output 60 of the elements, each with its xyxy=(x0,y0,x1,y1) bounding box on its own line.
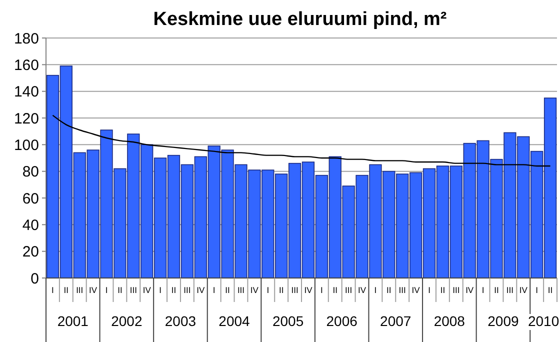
x-tick-label: IV xyxy=(89,285,98,295)
x-tick-label: II xyxy=(332,285,338,295)
y-tick-label: 80 xyxy=(22,164,39,181)
y-tick-label: 20 xyxy=(22,244,39,261)
x-tick-label: I xyxy=(374,285,377,295)
y-tick-label: 160 xyxy=(14,56,39,74)
x-tick-label: III xyxy=(291,285,298,295)
x-tick-label: I xyxy=(428,285,430,295)
y-tick-label: 120 xyxy=(14,110,39,128)
x-tick-label: III xyxy=(76,285,84,295)
x-tick-label: III xyxy=(184,285,191,295)
y-tick-label: 140 xyxy=(14,84,39,101)
x-tick-label: I xyxy=(212,285,216,295)
x-tick-label: III xyxy=(130,285,137,295)
x-tick-label: IV xyxy=(250,285,259,295)
text: 2010 xyxy=(528,313,560,329)
chart-title: Keskmine uue eluruumi pind, m² xyxy=(153,9,447,30)
x-tick-label: III xyxy=(345,285,352,295)
x-tick-label: II xyxy=(64,285,69,295)
x-tick-label: II xyxy=(278,285,284,295)
y-tick-label: 180 xyxy=(14,30,39,48)
x-tick-label: I xyxy=(52,285,54,295)
x-tick-label: IV xyxy=(196,285,205,295)
x-tick-label: II xyxy=(225,285,230,295)
text: 2009 xyxy=(488,313,519,329)
x-tick-label: IV xyxy=(142,285,152,295)
x-tick-label: II xyxy=(440,285,446,295)
x-tick-label: II xyxy=(494,285,499,295)
text: 2005 xyxy=(272,313,304,329)
x-tick-label: I xyxy=(482,285,484,295)
y-tick-label: 0 xyxy=(30,270,39,288)
x-tick-label: II xyxy=(386,285,392,295)
x-tick-label: II xyxy=(171,285,176,295)
x-tick-label: IV xyxy=(519,285,528,295)
text: 2008 xyxy=(434,313,466,329)
text: 2006 xyxy=(326,313,358,329)
line-series xyxy=(52,114,551,167)
x-tick-label: II xyxy=(548,285,553,295)
text: 2002 xyxy=(111,313,142,329)
text: 2007 xyxy=(380,313,412,329)
y-tick-label: 60 xyxy=(22,190,39,208)
x-tick-label: I xyxy=(105,285,108,295)
x-tick-label: III xyxy=(398,285,406,295)
x-tick-label: IV xyxy=(304,285,313,295)
y-tick-label: 100 xyxy=(14,136,39,154)
y-tick-label: 40 xyxy=(22,216,39,234)
x-tick-label: I xyxy=(536,285,538,295)
x-tick-label: I xyxy=(159,285,162,295)
x-tick-label: III xyxy=(237,285,245,295)
x-tick-label: I xyxy=(320,285,323,295)
text: 2001 xyxy=(57,313,89,329)
x-tick-label: III xyxy=(506,285,514,295)
text: 2003 xyxy=(164,313,196,329)
x-tick-label: III xyxy=(452,285,460,295)
x-tick-label: IV xyxy=(412,285,420,295)
x-tick-label: II xyxy=(118,285,122,295)
x-tick-label: IV xyxy=(466,285,474,295)
x-tick-label: I xyxy=(266,285,270,295)
x-tick-label: IV xyxy=(358,285,366,295)
text: 2004 xyxy=(218,313,250,329)
